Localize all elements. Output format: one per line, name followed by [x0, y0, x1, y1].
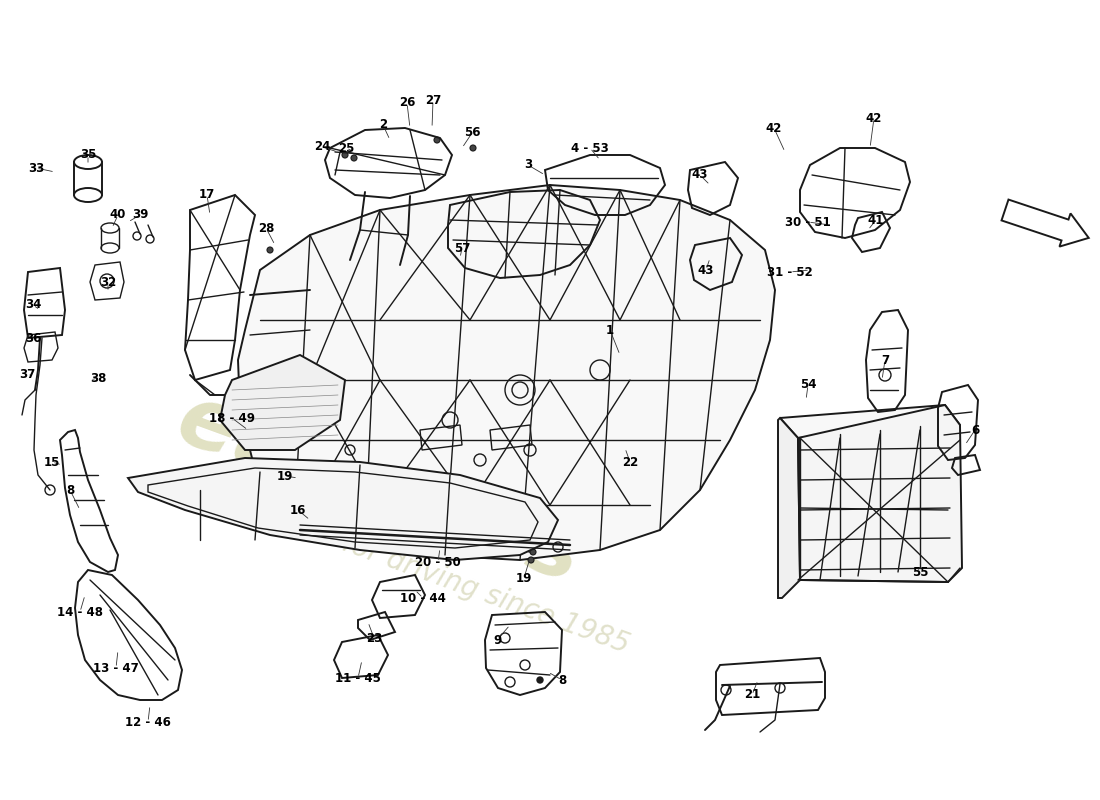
- Circle shape: [537, 677, 543, 683]
- Text: 7: 7: [881, 354, 889, 366]
- Text: 20 - 50: 20 - 50: [415, 555, 461, 569]
- Text: 57: 57: [454, 242, 470, 254]
- Text: 8: 8: [66, 483, 74, 497]
- Text: 43: 43: [692, 169, 708, 182]
- Text: 38: 38: [90, 371, 107, 385]
- Text: 24: 24: [314, 141, 330, 154]
- Circle shape: [434, 137, 440, 143]
- Text: 54: 54: [800, 378, 816, 391]
- Polygon shape: [798, 405, 962, 582]
- Polygon shape: [778, 418, 800, 598]
- Text: 3: 3: [524, 158, 532, 171]
- Polygon shape: [220, 355, 345, 450]
- Text: 35: 35: [80, 149, 96, 162]
- Text: 4 - 53: 4 - 53: [571, 142, 609, 154]
- Polygon shape: [238, 185, 776, 560]
- Text: 39: 39: [132, 209, 148, 222]
- Text: 21: 21: [744, 689, 760, 702]
- Text: 19: 19: [516, 571, 532, 585]
- Text: 19: 19: [277, 470, 294, 482]
- Circle shape: [528, 557, 534, 563]
- Text: 30 - 51: 30 - 51: [785, 215, 830, 229]
- Text: 37: 37: [19, 369, 35, 382]
- Text: 11 - 45: 11 - 45: [336, 671, 381, 685]
- Text: 36: 36: [25, 331, 41, 345]
- Text: 25: 25: [338, 142, 354, 154]
- Text: 2: 2: [378, 118, 387, 131]
- Text: 40: 40: [110, 209, 126, 222]
- Text: 10 - 44: 10 - 44: [400, 591, 446, 605]
- Circle shape: [470, 145, 476, 151]
- Circle shape: [351, 155, 358, 161]
- Text: 28: 28: [257, 222, 274, 234]
- Circle shape: [267, 247, 273, 253]
- Text: 56: 56: [464, 126, 481, 139]
- Text: 8: 8: [558, 674, 566, 686]
- Text: 23: 23: [366, 631, 382, 645]
- Text: 31 - 52: 31 - 52: [767, 266, 813, 278]
- Text: 33: 33: [28, 162, 44, 174]
- Text: 16: 16: [289, 503, 306, 517]
- Text: 15: 15: [44, 455, 60, 469]
- Circle shape: [283, 485, 289, 491]
- Text: eurocars: eurocars: [166, 378, 594, 602]
- Text: 55: 55: [912, 566, 928, 578]
- Text: 14 - 48: 14 - 48: [57, 606, 103, 618]
- Text: 42: 42: [866, 111, 882, 125]
- Text: 13 - 47: 13 - 47: [94, 662, 139, 674]
- Text: a passion for driving since 1985: a passion for driving since 1985: [207, 481, 634, 659]
- Text: 43: 43: [697, 263, 714, 277]
- Text: 9: 9: [493, 634, 502, 646]
- FancyArrow shape: [1001, 199, 1089, 246]
- Text: 1: 1: [606, 323, 614, 337]
- Circle shape: [530, 549, 536, 555]
- Text: 41: 41: [868, 214, 884, 226]
- Text: 6: 6: [971, 423, 979, 437]
- Circle shape: [342, 152, 348, 158]
- Text: 34: 34: [25, 298, 41, 311]
- Text: 32: 32: [100, 275, 117, 289]
- Text: 22: 22: [621, 455, 638, 469]
- Text: 26: 26: [399, 97, 415, 110]
- Text: 42: 42: [766, 122, 782, 134]
- Text: 18 - 49: 18 - 49: [209, 411, 255, 425]
- Text: 12 - 46: 12 - 46: [125, 715, 170, 729]
- Polygon shape: [128, 458, 558, 560]
- Text: 27: 27: [425, 94, 441, 107]
- Polygon shape: [780, 405, 960, 438]
- Text: 17: 17: [199, 189, 216, 202]
